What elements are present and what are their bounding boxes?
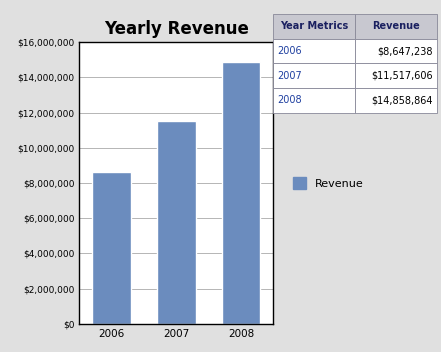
Bar — [157, 121, 196, 324]
Bar — [92, 172, 131, 324]
Legend: Revenue: Revenue — [289, 173, 369, 193]
Bar — [222, 62, 261, 324]
Title: Yearly Revenue: Yearly Revenue — [104, 20, 249, 38]
